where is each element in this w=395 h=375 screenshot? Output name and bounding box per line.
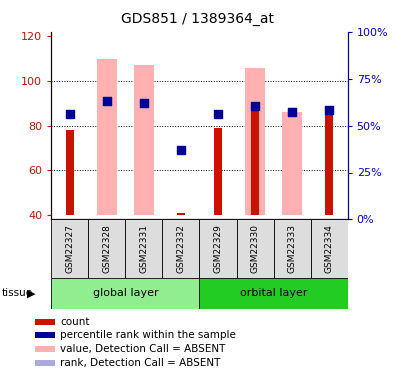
Text: rank, Detection Call = ABSENT: rank, Detection Call = ABSENT <box>60 358 220 368</box>
Text: GSM22331: GSM22331 <box>139 224 149 273</box>
Point <box>326 107 332 113</box>
Text: GSM22333: GSM22333 <box>288 224 297 273</box>
Text: GDS851 / 1389364_at: GDS851 / 1389364_at <box>121 12 274 26</box>
Bar <box>245 68 265 215</box>
Text: value, Detection Call = ABSENT: value, Detection Call = ABSENT <box>60 344 226 354</box>
Bar <box>162 219 199 278</box>
Point <box>67 111 73 117</box>
Point <box>215 111 221 117</box>
Text: GSM22334: GSM22334 <box>325 224 334 273</box>
Bar <box>134 65 154 215</box>
Bar <box>325 110 333 215</box>
Point <box>104 98 110 104</box>
Text: ▶: ▶ <box>27 288 36 298</box>
Text: count: count <box>60 317 90 327</box>
Text: percentile rank within the sample: percentile rank within the sample <box>60 330 236 340</box>
Bar <box>274 219 310 278</box>
Bar <box>51 219 88 278</box>
Bar <box>199 278 348 309</box>
Point <box>289 109 295 115</box>
Text: GSM22332: GSM22332 <box>177 224 186 273</box>
Text: GSM22330: GSM22330 <box>250 224 260 273</box>
Point <box>178 147 184 153</box>
Text: GSM22328: GSM22328 <box>102 224 111 273</box>
Text: orbital layer: orbital layer <box>240 288 307 298</box>
Bar <box>51 278 199 309</box>
Bar <box>97 58 117 215</box>
Text: global layer: global layer <box>92 288 158 298</box>
Bar <box>251 108 259 215</box>
Text: GSM22329: GSM22329 <box>213 224 222 273</box>
Bar <box>282 112 302 215</box>
Point <box>141 100 147 106</box>
Bar <box>35 346 55 352</box>
Bar <box>35 332 55 338</box>
Point <box>289 109 295 115</box>
Bar <box>177 213 185 215</box>
Text: GSM22327: GSM22327 <box>65 224 74 273</box>
Bar <box>66 130 74 215</box>
Bar <box>310 219 348 278</box>
Bar <box>199 219 237 278</box>
Point <box>141 100 147 106</box>
Bar <box>126 219 162 278</box>
Bar <box>237 219 274 278</box>
Text: tissue: tissue <box>2 288 33 298</box>
Bar <box>88 219 126 278</box>
Point <box>252 102 258 108</box>
Bar <box>35 319 55 325</box>
Bar <box>214 128 222 215</box>
Bar <box>35 360 55 366</box>
Point <box>104 98 110 104</box>
